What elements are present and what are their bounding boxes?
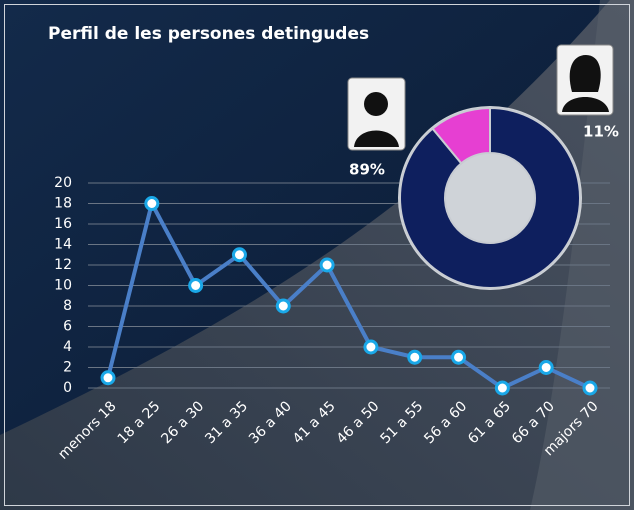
point [363,339,379,355]
point [144,196,160,211]
y-tick-label: 6 [63,319,72,335]
y-tick-label: 14 [54,237,72,253]
line [106,201,591,390]
y-tick-label: 10 [54,278,72,294]
female-icon [556,44,614,116]
slice-label: 11% [583,123,619,141]
slice-label: 89% [349,161,385,179]
point [407,349,423,365]
point [231,247,247,263]
point [188,278,204,293]
swoosh-light [530,0,634,510]
y-tick-label: 4 [63,339,72,355]
donut: 89% 11% [349,106,619,290]
point [319,257,335,273]
y-tick-label: 16 [54,216,72,232]
y-tick-label: 12 [54,257,72,273]
male-icon [347,77,406,151]
point [100,370,116,386]
donut-slice [431,106,491,165]
donut-slice [399,106,581,289]
y-tick-label: 2 [63,360,72,376]
point [538,360,554,375]
y-tick-label: 8 [63,298,72,314]
point [582,380,598,396]
chart-title: Perfil de les persones detingudes [48,24,369,44]
y-tick-label: 20 [54,175,72,191]
frame [4,4,630,506]
y-tick-label: 0 [63,380,72,396]
point [451,349,467,365]
point [494,380,510,396]
point [275,298,291,314]
y-tick-label: 18 [54,196,72,212]
